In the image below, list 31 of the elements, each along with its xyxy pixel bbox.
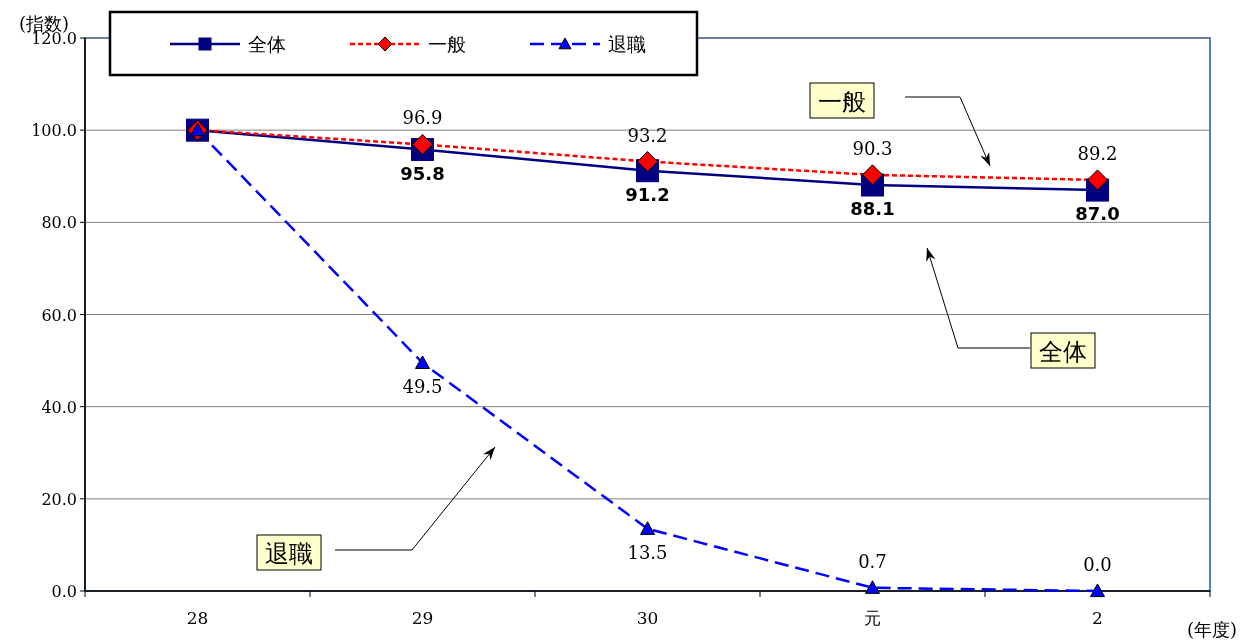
x-tick-label: 29: [411, 608, 434, 628]
legend-label: 退職: [608, 33, 646, 55]
y-axis-title: (指数): [18, 13, 70, 34]
data-label: 49.5: [402, 375, 443, 397]
data-label: 90.3: [852, 137, 893, 159]
data-label: 0.7: [858, 550, 887, 572]
annotation: 全体: [1039, 338, 1087, 366]
x-tick-label: 30: [636, 608, 659, 628]
data-label: 93.2: [627, 124, 668, 146]
data-label: 89.2: [1077, 142, 1118, 164]
y-tick-label: 40.0: [41, 397, 77, 417]
data-label: 87.0: [1075, 203, 1120, 225]
x-tick-label: 28: [186, 608, 209, 628]
data-label: 95.8: [400, 162, 445, 184]
y-tick-label: 100.0: [31, 121, 77, 141]
data-label: 0.0: [1083, 554, 1112, 575]
data-label: 91.2: [625, 183, 670, 205]
annotation: 退職: [265, 540, 313, 568]
x-tick-label: 元: [864, 608, 881, 628]
legend-label: 全体: [248, 33, 286, 55]
x-tick-label: 2: [1092, 608, 1103, 628]
y-tick-label: 60.0: [41, 305, 77, 325]
legend-label: 一般: [428, 33, 466, 55]
x-axis-title: (年度): [1186, 619, 1238, 640]
y-tick-label: 80.0: [41, 213, 77, 233]
annotation: 一般: [818, 88, 866, 116]
data-label: 13.5: [627, 541, 668, 563]
y-tick-label: 0.0: [51, 582, 77, 601]
data-label: 96.9: [402, 107, 443, 129]
y-tick-label: 20.0: [41, 489, 77, 509]
data-label: 88.1: [850, 198, 895, 220]
